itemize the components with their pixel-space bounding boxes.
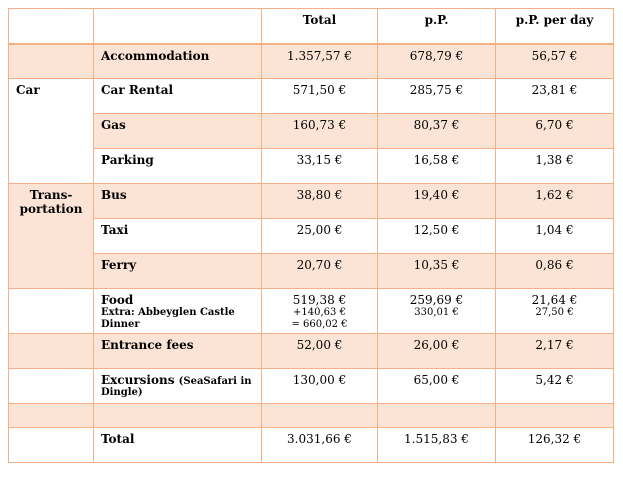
row-excursions: Excursions (SeaSafari in Dingle) 130,00 … bbox=[8, 368, 614, 404]
row-gas: Gas 160,73 € 80,37 € 6,70 € bbox=[9, 113, 614, 149]
header-per-person-per-day: p.P. per day bbox=[495, 8, 614, 45]
total-cell: 33,15 € bbox=[261, 148, 378, 184]
row-taxi: Taxi 25,00 € 12,50 € 1,04 € bbox=[9, 218, 614, 254]
pp-cell: 19,40 € bbox=[377, 183, 496, 219]
ppd-cell: 23,81 € bbox=[495, 78, 614, 114]
row-entrance-fees: Entrance fees 52,00 € 26,00 € 2,17 € bbox=[8, 333, 614, 369]
total-cell: 571,50 € bbox=[261, 78, 378, 114]
ppd-cell: 1,04 € bbox=[495, 218, 614, 254]
ppd-cell: 6,70 € bbox=[495, 113, 614, 149]
food-total-extra-1: +140,63 € bbox=[293, 307, 346, 318]
group-car: Car bbox=[8, 78, 94, 184]
pp-cell: 259,69 € 330,01 € bbox=[377, 288, 496, 334]
header-row: Total p.P. p.P. per day bbox=[8, 8, 614, 45]
spacer-cell bbox=[8, 403, 94, 428]
ppd-cell: 1,38 € bbox=[495, 148, 614, 184]
pp-cell: 65,00 € bbox=[377, 368, 496, 404]
item-label: Taxi bbox=[93, 218, 262, 254]
pp-cell: 16,58 € bbox=[377, 148, 496, 184]
item-label: Food bbox=[101, 293, 134, 307]
excursions-note-1: (SeaSafari in bbox=[178, 376, 252, 387]
header-empty-item bbox=[93, 8, 262, 45]
total-cell: 160,73 € bbox=[261, 113, 378, 149]
total-cell: 38,80 € bbox=[261, 183, 378, 219]
spacer-cell bbox=[93, 403, 262, 428]
group-transportation-line2: portation bbox=[19, 202, 83, 216]
group-cell bbox=[8, 368, 94, 404]
food-total-extra-2: = 660,02 € bbox=[291, 319, 348, 330]
total-cell: 519,38 € +140,63 € = 660,02 € bbox=[261, 288, 378, 334]
item-label: Bus bbox=[93, 183, 262, 219]
group-cell bbox=[8, 43, 94, 79]
header-per-person: p.P. bbox=[377, 8, 496, 45]
item-label: Parking bbox=[93, 148, 262, 184]
ppd-cell: 21,64 € 27,50 € bbox=[495, 288, 614, 334]
food-total: 519,38 € bbox=[292, 293, 347, 307]
row-food: Food Extra: Abbeyglen Castle Dinner 519,… bbox=[8, 288, 614, 334]
item-label: Car Rental bbox=[93, 78, 262, 114]
cost-table: Total p.P. p.P. per day Accommodation 1.… bbox=[8, 8, 614, 463]
pp-cell: 678,79 € bbox=[377, 43, 496, 79]
row-bus: Trans- portation Bus 38,80 € 19,40 € 1,6… bbox=[8, 183, 614, 289]
row-total: Total 3.031,66 € 1.515,83 € 126,32 € bbox=[8, 427, 614, 463]
total-cell: 25,00 € bbox=[261, 218, 378, 254]
row-car-rental: Car Car Rental 571,50 € 285,75 € 23,81 € bbox=[8, 78, 614, 184]
total-cell: 3.031,66 € bbox=[261, 427, 378, 463]
item-label: Excursions bbox=[101, 373, 175, 387]
excursions-note-2: Dingle) bbox=[101, 387, 143, 398]
item-label: Accommodation bbox=[93, 43, 262, 79]
total-cell: 52,00 € bbox=[261, 333, 378, 369]
ppd-cell: 1,62 € bbox=[495, 183, 614, 219]
item-food: Food Extra: Abbeyglen Castle Dinner bbox=[93, 288, 262, 334]
item-label: Gas bbox=[93, 113, 262, 149]
food-ppd-extra: 27,50 € bbox=[535, 307, 574, 318]
row-accommodation: Accommodation 1.357,57 € 678,79 € 56,57 … bbox=[8, 43, 614, 79]
spacer-cell bbox=[377, 403, 496, 428]
item-label: Ferry bbox=[93, 253, 262, 289]
pp-cell: 285,75 € bbox=[377, 78, 496, 114]
item-label: Total bbox=[93, 427, 262, 463]
spacer-cell bbox=[261, 403, 378, 428]
total-cell: 20,70 € bbox=[261, 253, 378, 289]
row-ferry: Ferry 20,70 € 10,35 € 0,86 € bbox=[9, 253, 614, 289]
food-extra-line1: Extra: Abbeyglen Castle bbox=[101, 307, 235, 318]
spacer-cell bbox=[495, 403, 614, 428]
header-empty-group bbox=[8, 8, 94, 45]
total-cell: 1.357,57 € bbox=[261, 43, 378, 79]
food-ppd: 21,64 € bbox=[531, 293, 578, 307]
item-label: Entrance fees bbox=[93, 333, 262, 369]
row-spacer bbox=[8, 403, 614, 428]
food-pp: 259,69 € bbox=[409, 293, 464, 307]
pp-cell: 10,35 € bbox=[377, 253, 496, 289]
ppd-cell: 2,17 € bbox=[495, 333, 614, 369]
total-cell: 130,00 € bbox=[261, 368, 378, 404]
pp-cell: 12,50 € bbox=[377, 218, 496, 254]
group-cell bbox=[8, 333, 94, 369]
group-transportation: Trans- portation bbox=[8, 183, 94, 289]
ppd-cell: 0,86 € bbox=[495, 253, 614, 289]
ppd-cell: 56,57 € bbox=[495, 43, 614, 79]
ppd-cell: 126,32 € bbox=[495, 427, 614, 463]
row-parking: Parking 33,15 € 16,58 € 1,38 € bbox=[9, 148, 614, 184]
header-total: Total bbox=[261, 8, 378, 45]
group-cell bbox=[8, 427, 94, 463]
ppd-cell: 5,42 € bbox=[495, 368, 614, 404]
pp-cell: 26,00 € bbox=[377, 333, 496, 369]
item-excursions: Excursions (SeaSafari in Dingle) bbox=[93, 368, 262, 404]
group-cell bbox=[8, 288, 94, 334]
pp-cell: 1.515,83 € bbox=[377, 427, 496, 463]
food-extra-line2: Dinner bbox=[101, 319, 140, 330]
group-transportation-line1: Trans- bbox=[29, 188, 73, 202]
pp-cell: 80,37 € bbox=[377, 113, 496, 149]
food-pp-extra: 330,01 € bbox=[414, 307, 459, 318]
